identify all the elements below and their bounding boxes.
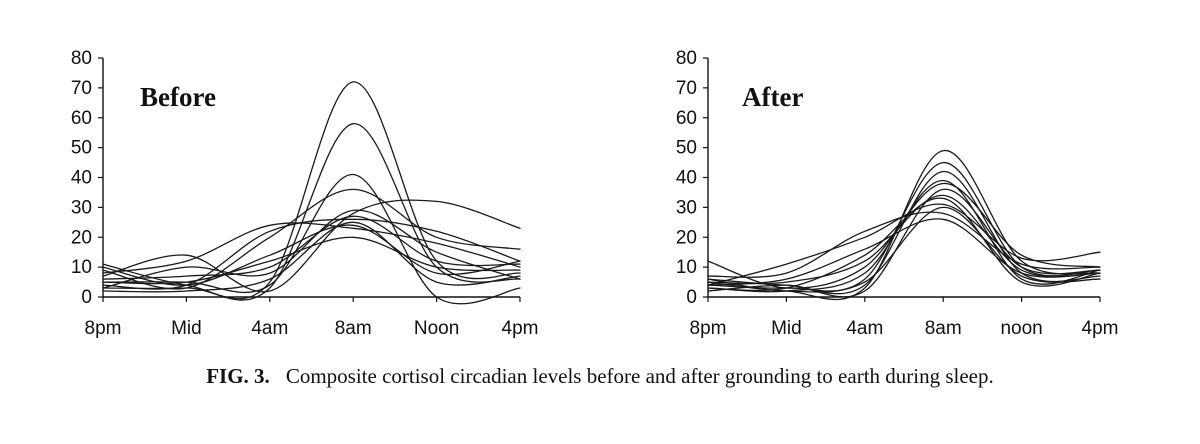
chart-after: 0 10 20 30 40 50 60 70 80 8pm Mid 4am 8am noon 4pm Afte… <box>676 48 1119 339</box>
x-tick-label: 8pm <box>690 318 727 339</box>
y-tick-label: 20 <box>676 227 697 248</box>
series-line-subject-6 <box>102 218 521 290</box>
x-tick-label: Mid <box>171 318 202 339</box>
chart-title-before: Before <box>140 82 216 112</box>
series-line-subject-5 <box>102 199 521 293</box>
y-tick-label: 70 <box>676 78 697 99</box>
y-tick-label: 40 <box>676 168 697 189</box>
series-line-subject-7 <box>102 222 521 274</box>
y-tick-label: 50 <box>71 138 92 159</box>
y-tick-label: 0 <box>81 287 92 308</box>
x-tick-label: 4pm <box>1082 318 1119 339</box>
y-tick-label: 10 <box>676 257 697 278</box>
caption-label: FIG. 3. <box>206 364 270 388</box>
series-line-subject-11 <box>707 188 1101 298</box>
y-tick-label: 50 <box>676 138 697 159</box>
y-tick-label: 0 <box>686 287 697 308</box>
series-line-subject-2 <box>707 161 1101 292</box>
y-tick-label: 10 <box>71 257 92 278</box>
series-line-subject-11 <box>102 236 521 285</box>
series-line-subject-9 <box>707 197 1101 292</box>
series-line-subject-12 <box>102 209 521 289</box>
x-tick-label: 4am <box>251 318 288 339</box>
x-tick-label: 8am <box>335 318 372 339</box>
x-tick-label: 4pm <box>502 318 539 339</box>
series-line-subject-9 <box>102 224 521 286</box>
x-tick-label: 8pm <box>85 318 122 339</box>
figure-caption: FIG. 3. Composite cortisol circadian leve… <box>0 364 1200 389</box>
y-tick-label: 30 <box>71 197 92 218</box>
series-line-subject-12 <box>707 218 1101 286</box>
chart-title-after: After <box>742 82 803 112</box>
y-tick-label: 60 <box>71 108 92 129</box>
series-line-subject-10 <box>102 221 521 293</box>
y-tick-label: 60 <box>676 108 697 129</box>
series-line-subject-10 <box>707 206 1101 293</box>
series-line-subject-4 <box>102 188 521 290</box>
x-tick-label: 8am <box>925 318 962 339</box>
x-tick-label: 4am <box>846 318 883 339</box>
x-tick-label: noon <box>1000 318 1042 339</box>
chart-before: 0 10 20 30 40 50 60 70 80 8pm Mid 4am 8am Noon 4pm Befo… <box>71 48 539 339</box>
y-tick-label: 70 <box>71 78 92 99</box>
y-tick-label: 80 <box>71 48 92 69</box>
y-tick-label: 30 <box>676 197 697 218</box>
caption-text: Composite cortisol circadian levels befo… <box>285 364 994 388</box>
y-tick-label: 80 <box>676 48 697 69</box>
series-line-subject-7 <box>707 203 1101 286</box>
y-tick-label: 20 <box>71 227 92 248</box>
y-tick-label: 40 <box>71 168 92 189</box>
series-line-subject-8 <box>707 211 1101 278</box>
x-tick-label: Mid <box>771 318 802 339</box>
x-tick-label: Noon <box>414 318 459 339</box>
